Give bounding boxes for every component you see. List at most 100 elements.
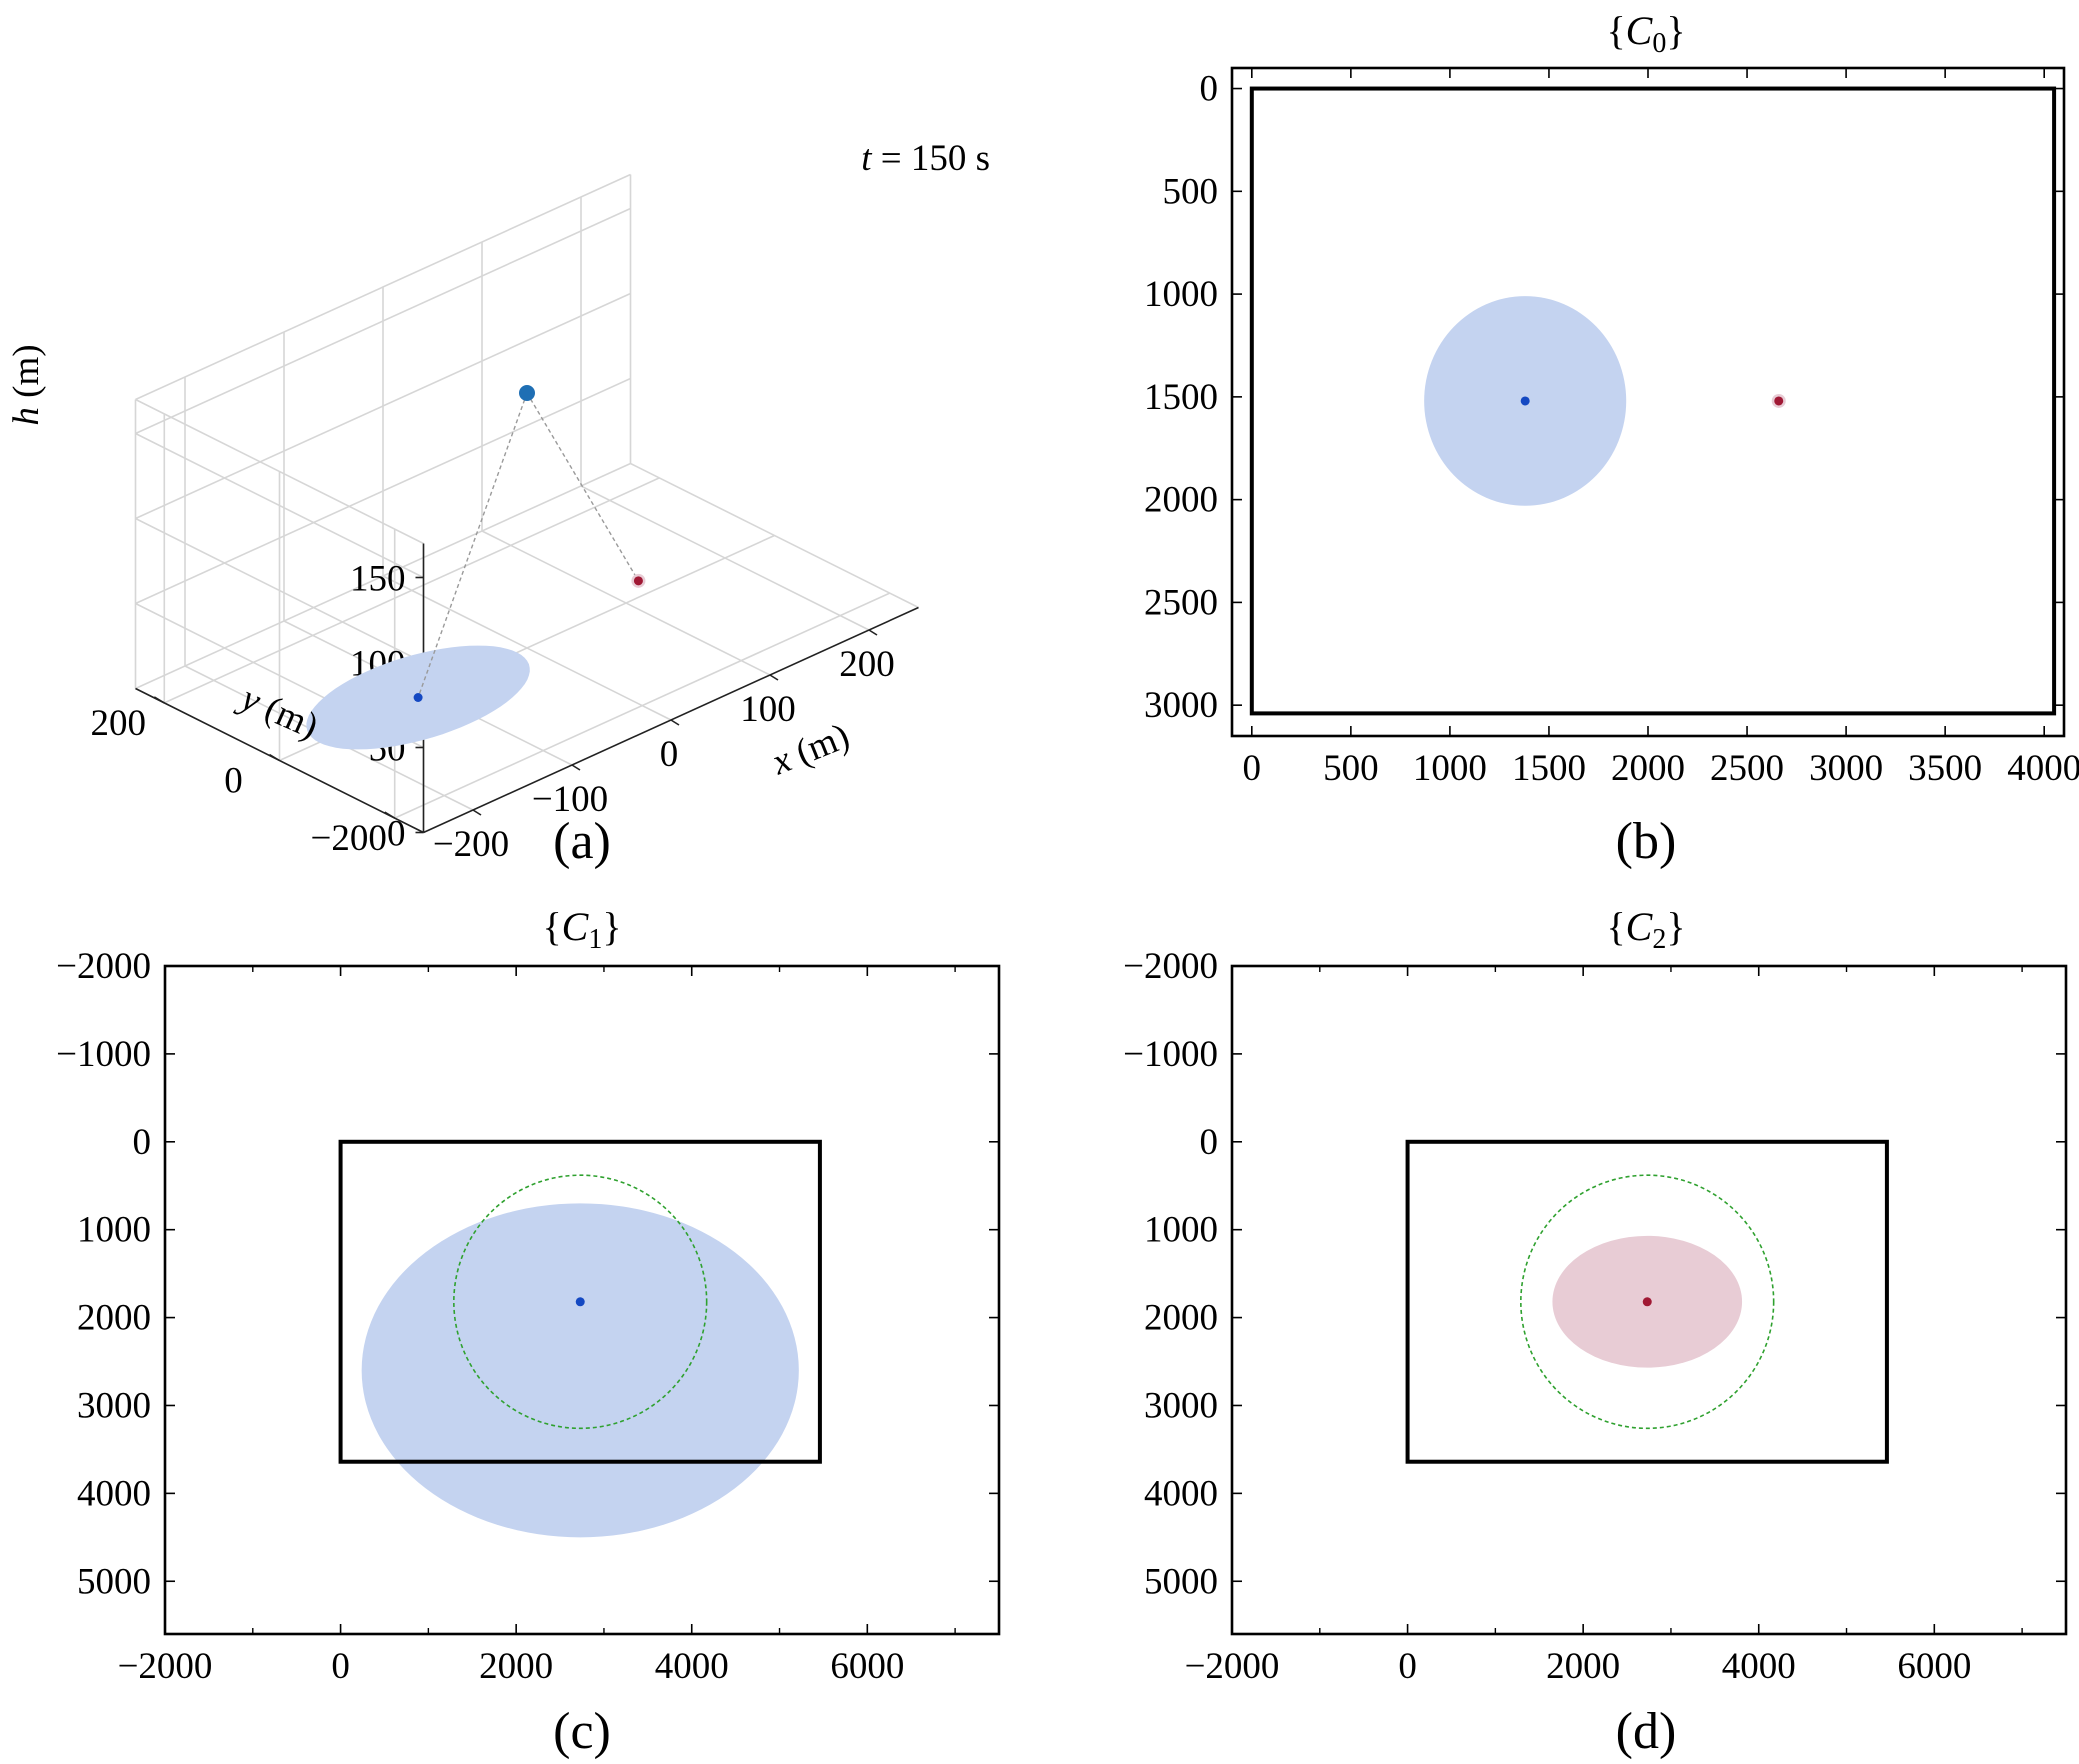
x-tick-label: 6000 <box>1897 1646 1971 1687</box>
y-tick-3d <box>153 696 165 704</box>
y-tick-label: −2000 <box>56 946 151 987</box>
y-tick-label: 3000 <box>1144 1385 1218 1426</box>
x-tick-label: 2500 <box>1710 748 1784 789</box>
image-frame-rect <box>1405 1139 1889 1464</box>
x-tick-3d <box>670 719 680 726</box>
x-tick-3d <box>571 764 581 771</box>
y-tick-label: −2000 <box>1123 946 1218 987</box>
x-tick-label: 4000 <box>1722 1646 1796 1687</box>
x-tick-label-3d: 100 <box>740 689 796 730</box>
data-point-0 <box>575 1297 585 1307</box>
floor-edge <box>630 462 919 609</box>
y-tick-label: 500 <box>1163 171 1219 212</box>
plot-area <box>1405 1139 1889 1464</box>
y-tick-label: 1500 <box>1144 377 1218 418</box>
plot-area <box>338 1139 822 1538</box>
image-frame-rect <box>338 1139 822 1464</box>
x-tick-label-3d: 0 <box>660 734 679 775</box>
image-frame-rect <box>1249 86 2057 716</box>
grid-3d <box>134 173 919 834</box>
panel-d-title-sub: 2 <box>1652 924 1666 955</box>
panel-b-plot: 0 500 1000 1500 2000 2500 3000 3500 4000 0 500 1000… <box>1144 66 2079 789</box>
y-tick-label: 1000 <box>77 1210 151 1251</box>
x-tick-label: 0 <box>1243 748 1262 789</box>
y-tick-label-3d: −200 <box>311 818 387 859</box>
coverage-ellipse-0 <box>361 1203 799 1538</box>
x-tick-3d <box>472 809 482 816</box>
x-tick-label: 2000 <box>479 1646 553 1687</box>
boundary-circle-0 <box>1520 1174 1775 1430</box>
uav-point <box>519 385 535 401</box>
z-tick-label-3d: 0 <box>387 814 406 855</box>
y-tick-label: 2000 <box>1144 1298 1218 1339</box>
y-tick-label: 3000 <box>1144 685 1218 726</box>
y-tick-label: 4000 <box>1144 1473 1218 1514</box>
y-tick-label: 0 <box>1200 1122 1219 1163</box>
time-annotation-value: = 150 s <box>871 138 990 179</box>
target-point-1 <box>413 693 423 702</box>
x-tick-label: −2000 <box>1185 1646 1280 1687</box>
y-tick-label: −1000 <box>56 1034 151 1075</box>
wall-edge <box>135 173 631 401</box>
x-tick-3d <box>868 629 878 636</box>
panel-c-title-sub: 1 <box>588 924 602 955</box>
panel-b-title-main: C <box>1626 8 1654 53</box>
y-tick-label: 1000 <box>1144 274 1218 315</box>
x-tick-label: 0 <box>1398 1646 1417 1687</box>
data-point-0 <box>1520 396 1530 406</box>
panel-b-title: {C0} <box>1606 8 1685 59</box>
x-tick-label: 1500 <box>1512 748 1586 789</box>
z-tick-label-3d: 150 <box>350 559 406 600</box>
data-point-1 <box>1774 396 1784 406</box>
panel-b-title-sub: 0 <box>1652 28 1666 59</box>
x-tick-label: 3000 <box>1809 748 1883 789</box>
time-annotation-variable: t <box>861 138 873 179</box>
time-annotation: t = 150 s <box>861 138 990 179</box>
caption-b: (b) <box>1616 813 1677 870</box>
panel-d-title: {C2} <box>1606 904 1685 955</box>
y-axis-label: y (m) <box>232 676 325 747</box>
caption-a: (a) <box>553 813 611 870</box>
y-tick-label: 2500 <box>1144 582 1218 623</box>
z-axis-label: h (m) <box>6 344 47 425</box>
x-tick-label-3d: 200 <box>839 644 895 685</box>
y-tick-label: −1000 <box>1123 1034 1218 1075</box>
y-tick-3d <box>384 811 396 819</box>
y-tick-label-3d: 0 <box>224 761 243 802</box>
z-axis-label-var: h <box>6 407 47 426</box>
panel-d-title-main: C <box>1626 904 1654 949</box>
panel-c-title: {C1} <box>542 904 621 955</box>
y-tick-label: 2000 <box>1144 480 1218 521</box>
y-tick-label: 4000 <box>77 1473 151 1514</box>
x-tick-label: 2000 <box>1546 1646 1620 1687</box>
caption-c: (c) <box>553 1703 611 1760</box>
back-wall-grid-z <box>135 292 631 520</box>
y-tick-label-3d: 200 <box>91 703 147 744</box>
data-point-0 <box>1642 1297 1652 1307</box>
z-axis-label-unit: (m) <box>6 344 47 407</box>
panel-c-plot: −2000 0 2000 4000 6000 −2000 −1000 0 1000 2000 300… <box>56 946 1001 1687</box>
x-tick-label: 2000 <box>1611 748 1685 789</box>
marks-3d <box>306 385 646 750</box>
back-wall-grid-z <box>135 207 631 435</box>
x-tick-label: −2000 <box>118 1646 213 1687</box>
axes-frame <box>163 964 1001 1636</box>
axes-frame <box>1230 66 2066 738</box>
wall-edge <box>135 398 424 545</box>
y-tick-label: 5000 <box>1144 1561 1218 1602</box>
floor-grid-y <box>163 477 660 704</box>
axes-frame <box>1230 964 2068 1636</box>
sight-line <box>526 392 640 582</box>
y-tick-label: 1000 <box>1144 1210 1218 1251</box>
x-tick-label: 3500 <box>1908 748 1982 789</box>
side-wall-grid-z <box>135 517 424 664</box>
back-wall-grid-z <box>135 377 631 605</box>
y-tick-3d <box>269 753 280 762</box>
panel-c-title-main: C <box>562 904 590 949</box>
x-tick-label: 0 <box>331 1646 350 1687</box>
y-tick-label: 2000 <box>77 1298 151 1339</box>
sight-line <box>417 392 528 698</box>
